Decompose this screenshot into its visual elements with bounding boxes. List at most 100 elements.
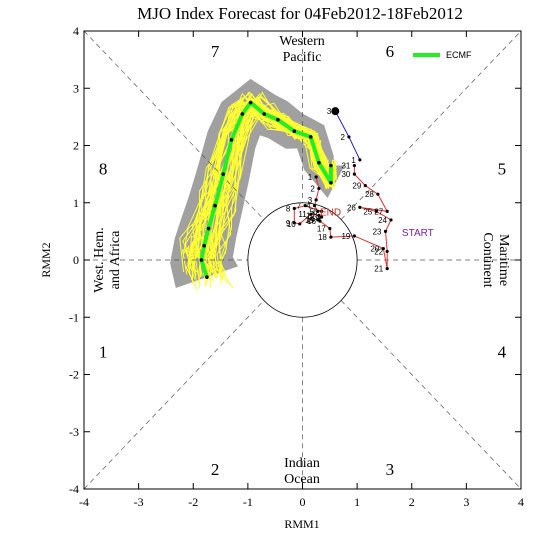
observed-day-label: 5 (309, 207, 314, 216)
region-top-line-1: Western (279, 34, 325, 49)
ensemble-member-line (182, 95, 333, 276)
phase-label: 5 (498, 159, 507, 178)
chart-title: MJO Index Forecast for 04Feb2012-18Feb20… (137, 4, 463, 23)
observed-day-label: 1 (308, 173, 313, 182)
y-tick-label: 3 (73, 81, 79, 95)
observed-point (381, 246, 385, 251)
observed-day-label: 17 (317, 225, 326, 234)
y-axis-label: RMM2 (39, 242, 53, 277)
observed-day-label: 28 (365, 190, 374, 199)
x-tick-label: 4 (518, 495, 524, 509)
observed-point (314, 198, 318, 202)
observed-day-label: 6 (313, 207, 318, 216)
region-left-line-2: and Africa (108, 230, 123, 289)
ensemble-mean-line (199, 100, 333, 278)
phase-label: 1 (99, 343, 108, 362)
phase-label: 6 (386, 42, 395, 61)
observed-day-label: 20 (370, 245, 379, 254)
diagonal-guide-sw (83, 300, 265, 490)
ensemble-mean-point (262, 112, 267, 116)
recent-point (358, 158, 362, 162)
observed-day-label: 21 (374, 265, 383, 274)
recent-day-label: 3 (327, 107, 332, 116)
observed-day-label: 18 (318, 233, 327, 242)
y-tick-label: 0 (73, 253, 79, 267)
ensemble-mean-point (292, 129, 297, 133)
observed-day-label: 24 (378, 216, 387, 225)
observed-point (292, 221, 296, 225)
region-right-line-1: Maritime (496, 234, 511, 286)
observed-point (389, 218, 393, 222)
observed-day-label: 30 (341, 170, 350, 179)
observed-day-label: 4 (306, 202, 311, 211)
ensemble-mean-point (276, 117, 280, 122)
x-tick-label: 1 (354, 495, 360, 509)
observed-day-label: 23 (373, 227, 382, 236)
ensemble-mean-point (202, 243, 206, 248)
observed-point (358, 205, 362, 209)
observed-point (316, 209, 320, 213)
observed-day-label: 16 (307, 217, 316, 226)
observed-point (352, 234, 356, 238)
observed-point (312, 204, 317, 208)
observed-day-label: 10 (287, 220, 296, 229)
region-bottom-line-1: Indian (284, 456, 320, 471)
observed-day-label: 22 (374, 247, 383, 256)
observed-day-label: 11 (298, 210, 307, 219)
observed-point (328, 226, 332, 231)
phase-label: 4 (498, 343, 507, 362)
observed-day-label: 7 (297, 202, 302, 211)
recent-day-label: 2 (340, 133, 345, 142)
observed-point (298, 222, 302, 226)
ensemble-mean-point (240, 112, 245, 116)
x-tick-label: 0 (300, 495, 306, 509)
start-label: START (402, 228, 434, 239)
observed-day-label: 14 (306, 215, 315, 224)
ensemble-mean-point (329, 163, 333, 168)
observed-day-label: 13 (309, 213, 318, 222)
ensemble-member-line (212, 105, 334, 279)
observed-point (292, 206, 296, 211)
observed-point (385, 249, 389, 254)
observed-point (329, 235, 333, 239)
diagonal-guide-nw (83, 30, 265, 220)
observed-point (383, 229, 388, 233)
ensemble-mean-point (221, 172, 226, 176)
phase-label: 3 (386, 460, 395, 479)
observed-day-label: 15 (305, 216, 314, 225)
phase-label: 2 (211, 460, 220, 479)
region-bottom-line-2: Ocean (284, 472, 320, 487)
observed-day-label: 2 (310, 184, 315, 193)
region-top-line-2: Pacific (283, 50, 322, 65)
observed-day-label: 8 (286, 204, 291, 213)
observed-day-label: 19 (341, 232, 350, 241)
ensemble-mean-point (317, 160, 321, 165)
phase-guides (83, 30, 522, 490)
ensemble-member-line (189, 93, 335, 284)
diagonal-guide-se (340, 300, 522, 490)
ensemble-mean-track (199, 100, 333, 279)
y-tick-label: -3 (69, 425, 79, 439)
observed-point (376, 192, 380, 196)
diagonal-guide-ne (340, 30, 522, 220)
x-tick-label: -1 (243, 495, 253, 509)
recent-day-label: 1 (351, 156, 356, 165)
x-axis-label: RMM1 (284, 517, 319, 531)
forecast-start-point (331, 107, 340, 116)
observed-point (317, 213, 321, 217)
observed-point (352, 172, 356, 176)
observed-day-label: 26 (347, 203, 356, 212)
x-tick-label: 3 (463, 495, 469, 509)
observed-day-label: 29 (352, 182, 361, 191)
x-tick-label: -3 (134, 495, 144, 509)
observed-point (374, 209, 378, 213)
ensemble-mean-point (248, 100, 253, 105)
region-right-line-2: Continent (480, 232, 495, 287)
legend-label: ECMF (446, 50, 472, 60)
phase-label: 7 (211, 42, 220, 61)
observed-point (385, 266, 389, 271)
phase-label: 8 (99, 159, 108, 178)
